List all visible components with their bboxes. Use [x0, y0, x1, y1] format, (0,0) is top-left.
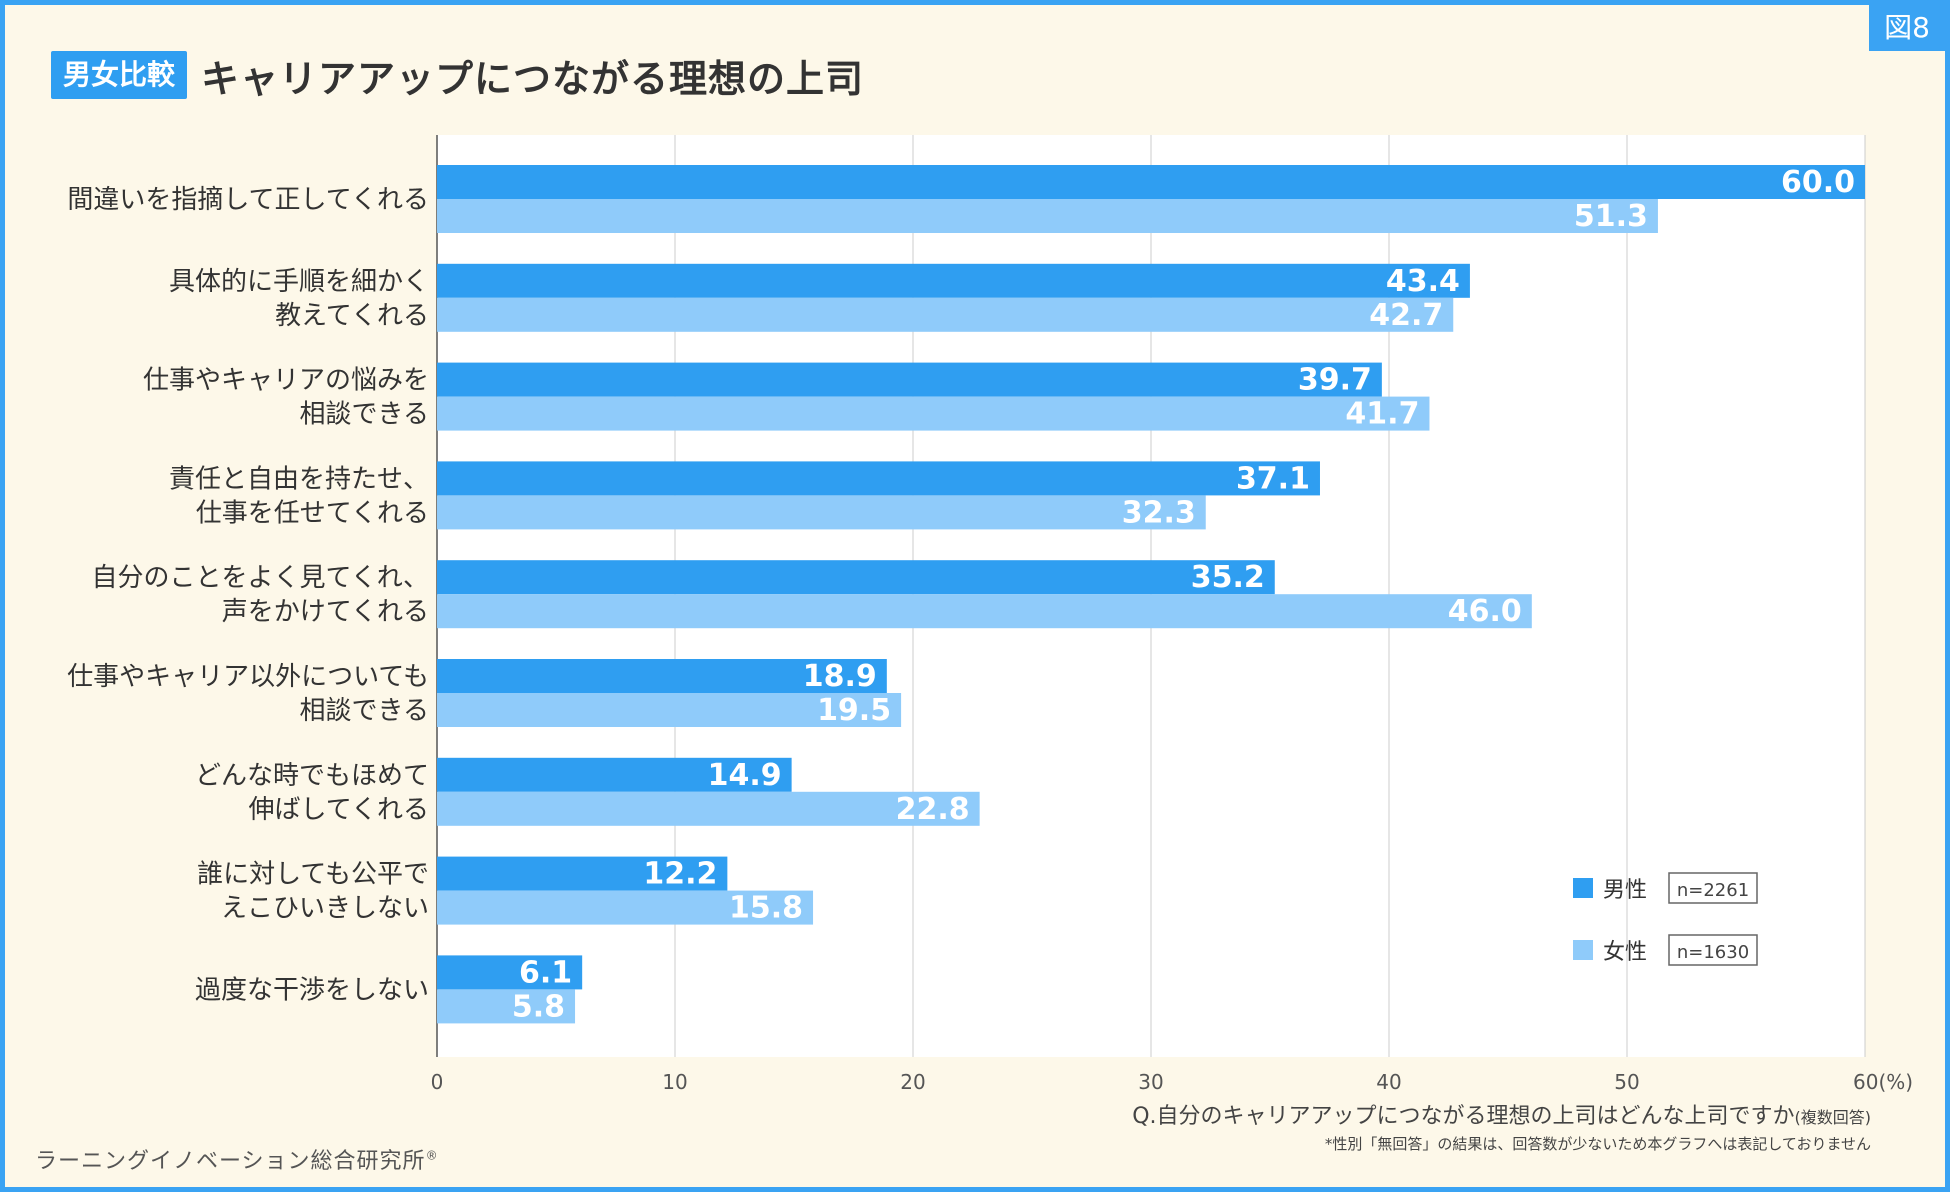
category-label: 具体的に手順を細かく [169, 267, 429, 297]
bar-male [437, 263, 1470, 298]
bar-value-label: 15.8 [729, 891, 803, 926]
bar-value-label: 39.7 [1298, 363, 1372, 398]
category-label: 仕事を任せてくれる [196, 498, 429, 528]
bar-female [437, 199, 1658, 233]
bar-value-label: 41.7 [1345, 397, 1419, 432]
category-label: えこひいきしない [221, 894, 429, 924]
legend-n-box [1668, 872, 1758, 904]
x-tick-label: 10 [662, 1070, 687, 1094]
legend-swatch-male [1573, 878, 1593, 898]
bar-value-label: 32.3 [1122, 495, 1196, 530]
question-suffix: (複数回答) [1794, 1108, 1872, 1127]
x-tick-label: 0 [431, 1070, 444, 1094]
bar-male [437, 560, 1275, 595]
category-label: 仕事やキャリアの悩みを [143, 366, 429, 396]
brand-text: ラーニングイノベーション総合研究所 [35, 1149, 426, 1174]
bar-value-label: 51.3 [1574, 199, 1648, 234]
legend-label: 女性 [1603, 940, 1647, 965]
category-label: 過度な干渉をしない [195, 975, 429, 1005]
bar-value-label: 14.9 [708, 758, 782, 793]
bar-male [437, 856, 728, 891]
bar-value-label: 46.0 [1448, 594, 1522, 629]
title-badge: 男女比較 [51, 51, 188, 99]
brand-name: ラーニングイノベーション総合研究所® [35, 1143, 439, 1175]
bar-chart: 0 10 20 30 40 50 60(%) 60.0 51.3 間違いを指摘して正してくれる 43… [67, 135, 1913, 1094]
legend-n-label: n=2261 [1677, 880, 1749, 901]
category-label: 声をかけてくれる [222, 597, 429, 627]
bar-female [437, 989, 576, 1024]
x-tick-label: 60(%) [1853, 1070, 1913, 1094]
bar-female [437, 396, 1430, 431]
legend-swatch-female [1573, 940, 1593, 960]
bar-female [437, 693, 902, 727]
category-label: 仕事やキャリア以外についても [67, 662, 429, 692]
bar-value-label: 19.5 [817, 693, 891, 728]
x-tick-label: 30 [1138, 1070, 1163, 1094]
title-row: 男女比較 キャリアアップにつながる理想の上司 [51, 49, 864, 101]
bar-value-label: 35.2 [1191, 560, 1265, 595]
category-label: 相談できる [300, 400, 429, 430]
bar-value-label: 22.8 [896, 792, 970, 827]
x-tick-label: 20 [900, 1070, 925, 1094]
bar-value-label: 43.4 [1386, 264, 1460, 299]
category-label: 誰に対しても公平で [197, 860, 429, 890]
bar-male [437, 757, 792, 792]
bar-female [437, 297, 1454, 332]
bar-female [437, 495, 1206, 530]
category-label: 間違いを指摘して正してくれる [67, 185, 429, 215]
bar-value-label: 18.9 [803, 659, 877, 694]
survey-question: Q.自分のキャリアアップにつながる理想の上司はどんな上司ですか(複数回答) [1132, 1098, 1871, 1130]
legend-n-box [1668, 934, 1758, 966]
category-label: 教えてくれる [275, 301, 429, 331]
category-label: 相談できる [300, 696, 429, 726]
bar-male [437, 659, 887, 693]
legend-n-label: n=1630 [1677, 942, 1749, 963]
category-label: 伸ばしてくれる [249, 795, 429, 825]
bar-male [437, 955, 583, 990]
bar-male [437, 165, 1865, 199]
chart-title: キャリアアップにつながる理想の上司 [201, 56, 865, 101]
legend-label: 男性 [1603, 878, 1647, 903]
bar-value-label: 5.8 [512, 989, 565, 1024]
figure-number-badge: 図8 [1869, 5, 1945, 51]
bar-value-label: 42.7 [1369, 298, 1443, 333]
footnote: *性別「無回答」の結果は、回答数が少ないため本グラフへは表記しておりません [1324, 1135, 1871, 1153]
bar-value-label: 12.2 [643, 857, 717, 892]
category-label: 責任と自由を持たせ、 [169, 464, 429, 494]
x-tick-label: 40 [1376, 1070, 1401, 1094]
bar-female [437, 890, 814, 925]
bar-value-label: 60.0 [1781, 165, 1855, 200]
bar-value-label: 6.1 [519, 955, 572, 990]
brand-mark: ® [425, 1148, 439, 1163]
category-label: 自分のことをよく見てくれ、 [92, 563, 429, 593]
bar-female [437, 791, 980, 826]
bar-male [437, 362, 1382, 397]
bar-female [437, 594, 1532, 629]
question-text: Q.自分のキャリアアップにつながる理想の上司はどんな上司ですか [1132, 1104, 1795, 1129]
x-tick-label: 50 [1614, 1070, 1639, 1094]
category-label: どんな時でもほめて [195, 761, 429, 791]
bar-value-label: 37.1 [1236, 461, 1310, 496]
bar-male [437, 461, 1320, 496]
